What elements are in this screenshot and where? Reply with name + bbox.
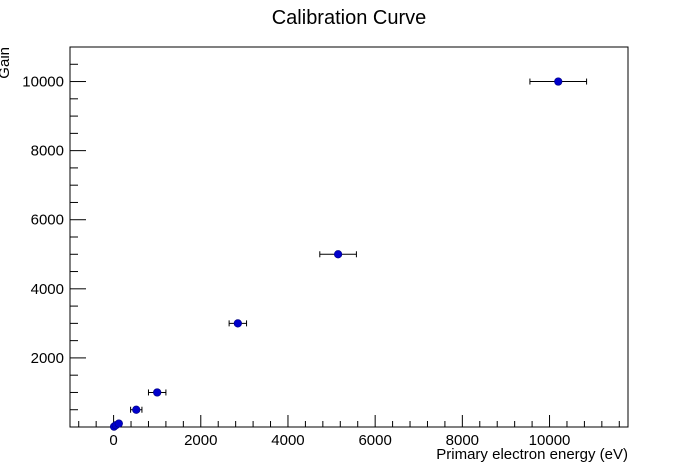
x-axis: 0 2000 4000 6000 8000 10000 <box>78 415 620 449</box>
x-tick-label: 8000 <box>446 432 479 449</box>
plot-frame <box>69 46 629 428</box>
x-tick-label: 2000 <box>184 432 217 449</box>
data-point <box>334 250 343 259</box>
data-point <box>233 319 242 328</box>
x-tick-label: 0 <box>109 432 117 449</box>
y-axis-title: Gain <box>0 47 13 79</box>
chart-title: Calibration Curve <box>272 7 427 29</box>
x-tick-label: 4000 <box>271 432 304 449</box>
y-tick-label: 10000 <box>22 74 64 91</box>
y-tick-label: 4000 <box>31 281 64 298</box>
y-tick-label: 8000 <box>31 143 64 160</box>
y-tick-label: 2000 <box>31 350 64 367</box>
data-point <box>114 419 123 428</box>
x-axis-title: Primary electron energy (eV) <box>436 446 628 463</box>
y-tick-label: 6000 <box>31 212 64 229</box>
data-points <box>109 77 588 431</box>
x-tick-label: 10000 <box>529 432 571 449</box>
data-point <box>132 405 141 414</box>
y-axis: 2000 4000 6000 8000 10000 <box>22 46 86 411</box>
data-point <box>153 388 162 397</box>
x-tick-label: 6000 <box>358 432 391 449</box>
data-point <box>554 77 563 86</box>
